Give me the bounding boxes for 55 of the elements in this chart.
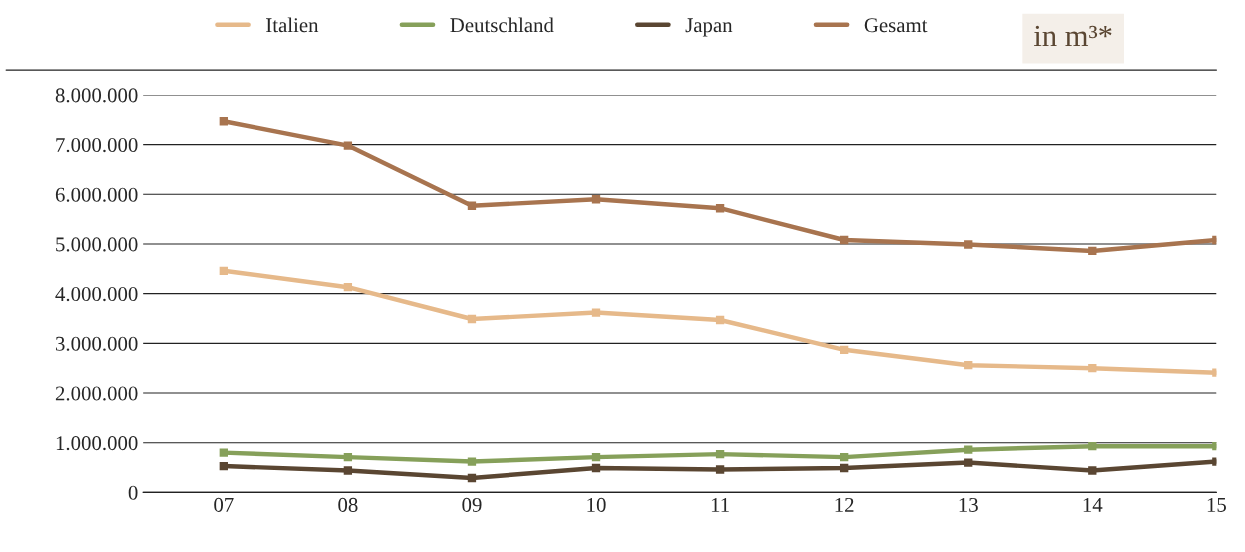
legend-label: Japan [685, 18, 733, 37]
point [467, 314, 477, 324]
legend-label: Italien [266, 17, 319, 33]
point [591, 195, 601, 204]
x-tick-label: 14 [1083, 497, 1103, 512]
point [219, 448, 228, 457]
point [839, 345, 849, 354]
point [467, 473, 477, 483]
point [1088, 246, 1097, 256]
point [467, 201, 477, 210]
point [839, 463, 849, 473]
y-tick-label: 6.000.000 [55, 187, 138, 202]
point [1088, 364, 1097, 373]
x-tick-label: 13 [959, 497, 978, 512]
point [591, 308, 601, 317]
point [343, 141, 353, 150]
point [343, 283, 353, 292]
point [964, 445, 973, 454]
point [964, 240, 973, 249]
point [343, 466, 353, 475]
y-tick-label: 5.000.000 [56, 237, 138, 252]
text: in m³* [1033, 25, 1112, 46]
point [219, 117, 228, 126]
y-tick-label: 0 [128, 485, 138, 500]
point [219, 266, 228, 275]
x-tick-label: 09 [462, 497, 482, 512]
point [715, 315, 725, 325]
point [715, 204, 725, 213]
y-tick-label: 1.000.000 [56, 436, 138, 451]
point [839, 235, 849, 245]
point [219, 461, 228, 471]
point [591, 452, 601, 462]
point [591, 463, 601, 473]
point [467, 457, 477, 466]
x-tick-label: 12 [835, 497, 854, 512]
point [839, 452, 849, 462]
point [1088, 442, 1097, 451]
y-tick-label: 4.000.000 [55, 287, 138, 302]
x-tick-label: 08 [338, 497, 358, 512]
x-tick-label: 15 [1207, 497, 1226, 512]
point [715, 449, 725, 459]
y-tick-label: 2.000.000 [55, 386, 138, 401]
y-tick-label: 8.000.000 [55, 88, 138, 103]
y-tick-label: 3.000.000 [55, 336, 138, 351]
x-tick-label: 10 [587, 497, 606, 512]
legend-label: Deutschland [450, 17, 554, 33]
y-tick-label: 7.000.000 [56, 138, 138, 153]
point [964, 361, 973, 370]
point [715, 465, 725, 474]
legend-label: Gesamt [864, 18, 928, 33]
x-tick-label: 07 [214, 497, 234, 512]
x-tick-label: 11 [711, 497, 729, 512]
point [343, 452, 353, 462]
point [964, 458, 973, 467]
point [1088, 466, 1097, 475]
